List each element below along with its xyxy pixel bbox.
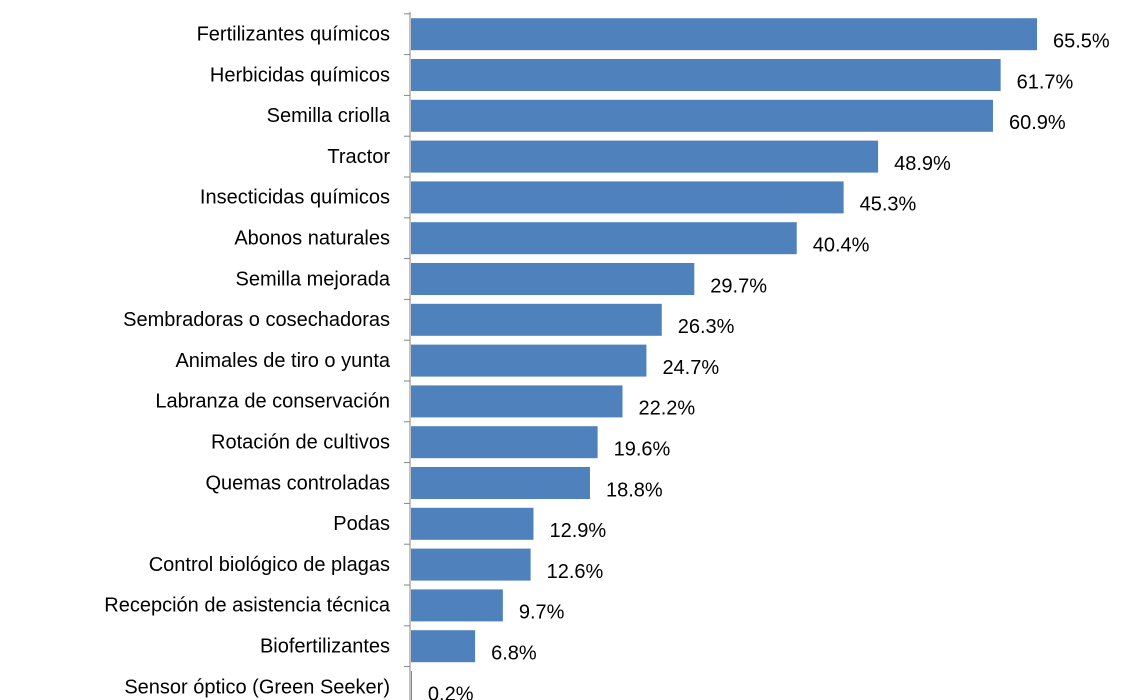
category-label: Semilla mejorada <box>235 268 390 290</box>
category-label: Recepción de asistencia técnica <box>104 595 391 617</box>
value-label: 26.3% <box>678 316 735 338</box>
category-label: Quemas controladas <box>205 472 390 494</box>
category-label: Herbicidas químicos <box>210 64 390 86</box>
bar <box>411 671 412 700</box>
value-label: 60.9% <box>1009 112 1066 134</box>
value-label: 61.7% <box>1017 71 1074 93</box>
bar <box>411 263 695 295</box>
value-label: 6.8% <box>491 642 537 664</box>
bar <box>411 589 503 622</box>
bar <box>411 99 993 132</box>
bar <box>411 344 647 377</box>
bar <box>411 18 1037 51</box>
bar <box>411 303 662 336</box>
bar <box>411 630 476 663</box>
category-label: Insecticidas químicos <box>200 187 390 209</box>
bar <box>411 140 879 173</box>
bar <box>411 507 534 540</box>
value-label: 45.3% <box>860 194 917 216</box>
bar <box>411 181 844 214</box>
value-label: 48.9% <box>894 153 951 175</box>
value-label: 24.7% <box>662 357 719 379</box>
category-label: Abonos naturales <box>234 227 390 249</box>
value-label: 12.9% <box>549 520 606 542</box>
category-label: Rotación de cultivos <box>211 431 390 453</box>
value-label: 18.8% <box>606 479 663 501</box>
bar <box>411 222 797 255</box>
category-label: Semilla criolla <box>267 105 391 127</box>
bar <box>411 385 623 418</box>
category-label: Tractor <box>327 146 390 168</box>
bar <box>411 426 598 459</box>
value-label: 22.2% <box>639 398 696 420</box>
value-label: 9.7% <box>519 602 565 624</box>
category-label: Sembradoras o cosechadoras <box>123 309 390 331</box>
category-label: Sensor óptico (Green Seeker) <box>124 676 390 698</box>
bar <box>411 467 590 499</box>
bar <box>411 548 531 581</box>
value-label: 0.2% <box>428 683 474 700</box>
value-label: 65.5% <box>1053 30 1110 52</box>
category-label: Podas <box>333 513 390 535</box>
category-label: Biofertilizantes <box>260 635 390 657</box>
bar <box>411 59 1001 91</box>
value-label: 19.6% <box>614 438 671 460</box>
category-label: Animales de tiro o yunta <box>175 350 390 372</box>
category-label: Control biológico de plagas <box>149 554 390 576</box>
value-label: 12.6% <box>547 561 604 583</box>
value-label: 40.4% <box>813 234 870 256</box>
category-label: Fertilizantes químicos <box>197 23 390 45</box>
value-label: 29.7% <box>710 275 767 297</box>
category-label: Labranza de conservación <box>155 391 390 413</box>
